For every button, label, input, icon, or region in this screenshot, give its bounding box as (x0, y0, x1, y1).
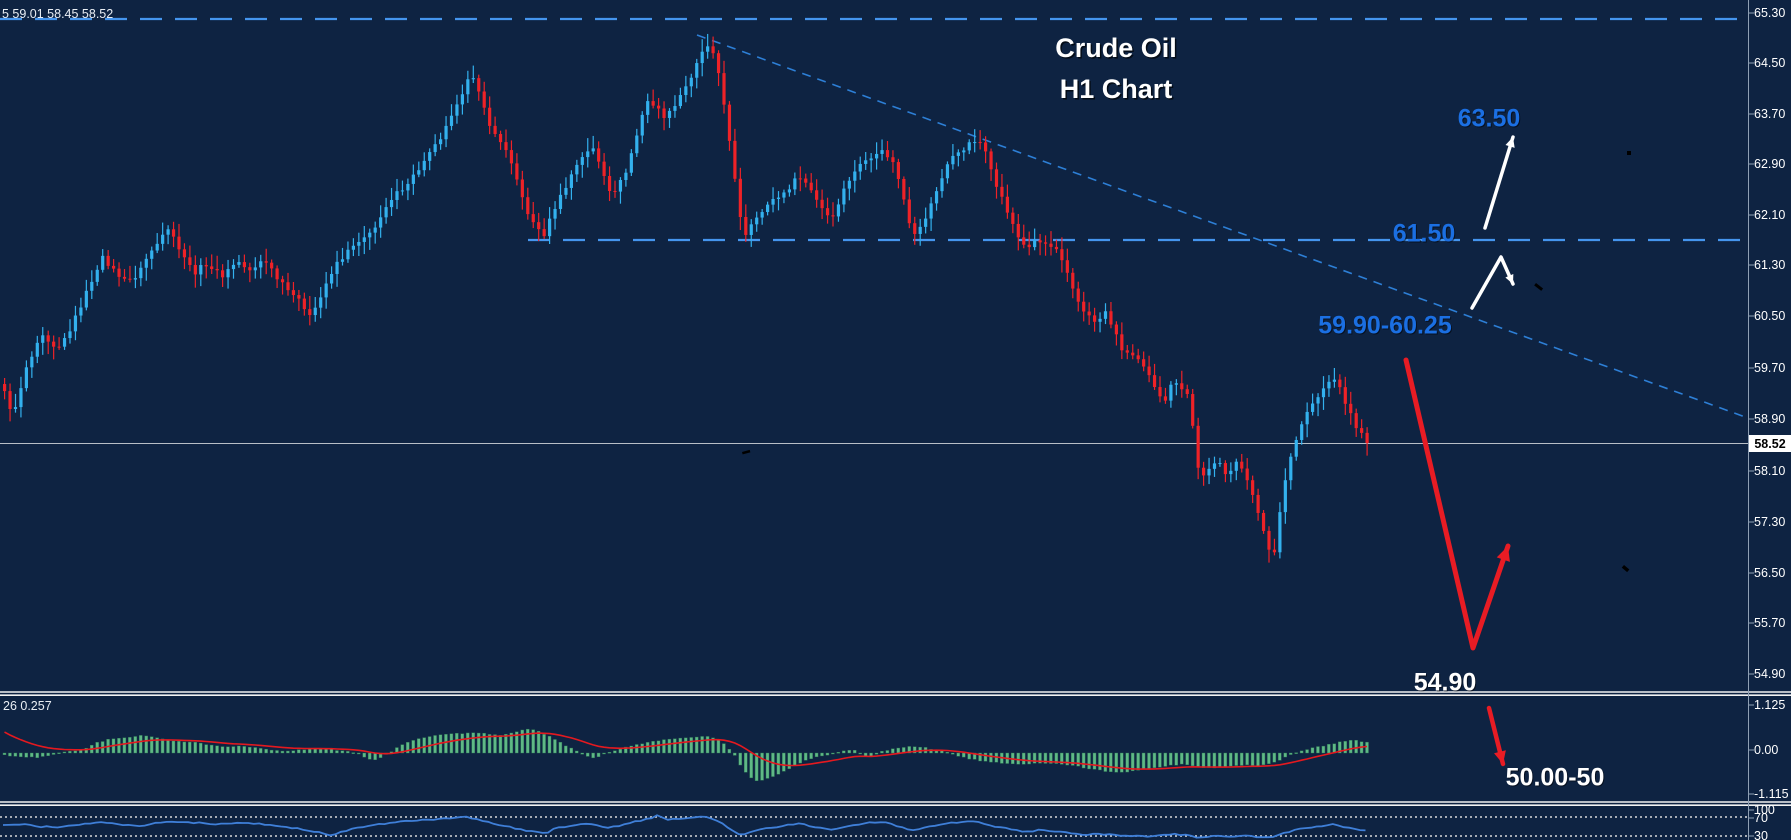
oscillator-line (2, 814, 1366, 839)
ohlc-readout: 5 59.01 58.45 58.52 (2, 7, 114, 21)
level-lines[interactable] (0, 17, 1749, 444)
macd-axis-label: 1.125 (1754, 698, 1786, 712)
white-bent-reject-arrow-head (1505, 274, 1514, 284)
price-axis-label: 57.30 (1754, 515, 1786, 529)
macd-signal-line (4, 731, 1368, 770)
price-axis-label: 54.90 (1754, 667, 1786, 681)
rsi-axis-label: 30 (1754, 829, 1768, 840)
macd-axis-label: -1.115 (1754, 787, 1789, 801)
price-axis-label: 63.70 (1754, 107, 1786, 121)
price-axis-label: 65.30 (1754, 6, 1786, 20)
red-down-up-arrow[interactable] (1403, 357, 1511, 651)
price-axis-label: 64.50 (1754, 56, 1786, 70)
projection-arrows[interactable] (1403, 135, 1515, 767)
price-axis-label: 58.90 (1754, 412, 1786, 426)
oscillator-pane (0, 814, 1748, 839)
descending-trendline[interactable] (696, 34, 1749, 419)
red-down-up-arrow-head (1496, 546, 1510, 562)
price-axis-label: 62.10 (1754, 208, 1786, 222)
price-axis-label: 56.50 (1754, 566, 1786, 580)
chart-subtitle: H1 Chart (1059, 74, 1173, 104)
macd-axis-label: 0.00 (1754, 743, 1779, 757)
macd-histogram (2, 728, 1369, 781)
macd-readout: 26 0.257 (3, 699, 52, 713)
candlestick-series (3, 33, 1369, 563)
price-axis[interactable]: 65.30 64.50 63.70 62.90 62.10 61.30 60.50 59.70… (1749, 0, 1791, 840)
red-down-arrow-macd-pane-head (1494, 750, 1506, 764)
rsi-axis-label: 70 (1754, 811, 1768, 825)
label-support-54-90[interactable]: 54.90 (1413, 668, 1477, 697)
white-up-arrow-to-6350-head (1505, 137, 1515, 148)
current-price-tag: 58.52 (1749, 435, 1791, 452)
label-target-63-50[interactable]: 63.50 (1457, 104, 1521, 133)
price-axis-label: 61.30 (1754, 258, 1786, 272)
label-zone-59-90-60-25[interactable]: 59.90-60.25 (1318, 311, 1452, 340)
white-up-arrow-to-6350[interactable] (1483, 135, 1515, 230)
label-resistance-61-50[interactable]: 61.50 (1392, 219, 1456, 248)
price-axis-label: 60.50 (1754, 309, 1786, 323)
price-axis-label: 62.90 (1754, 157, 1786, 171)
chart-title: Crude Oil (1055, 33, 1177, 63)
price-axis-label: 59.70 (1754, 361, 1786, 375)
white-bent-reject-arrow[interactable] (1470, 255, 1515, 310)
price-axis-label: 55.70 (1754, 616, 1786, 630)
price-axis-label: 58.10 (1754, 464, 1786, 478)
label-target-50-00[interactable]: 50.00-50 (1505, 763, 1605, 792)
screen-artifacts (742, 151, 1631, 573)
rsi-axis-label: 100 (1754, 803, 1775, 817)
